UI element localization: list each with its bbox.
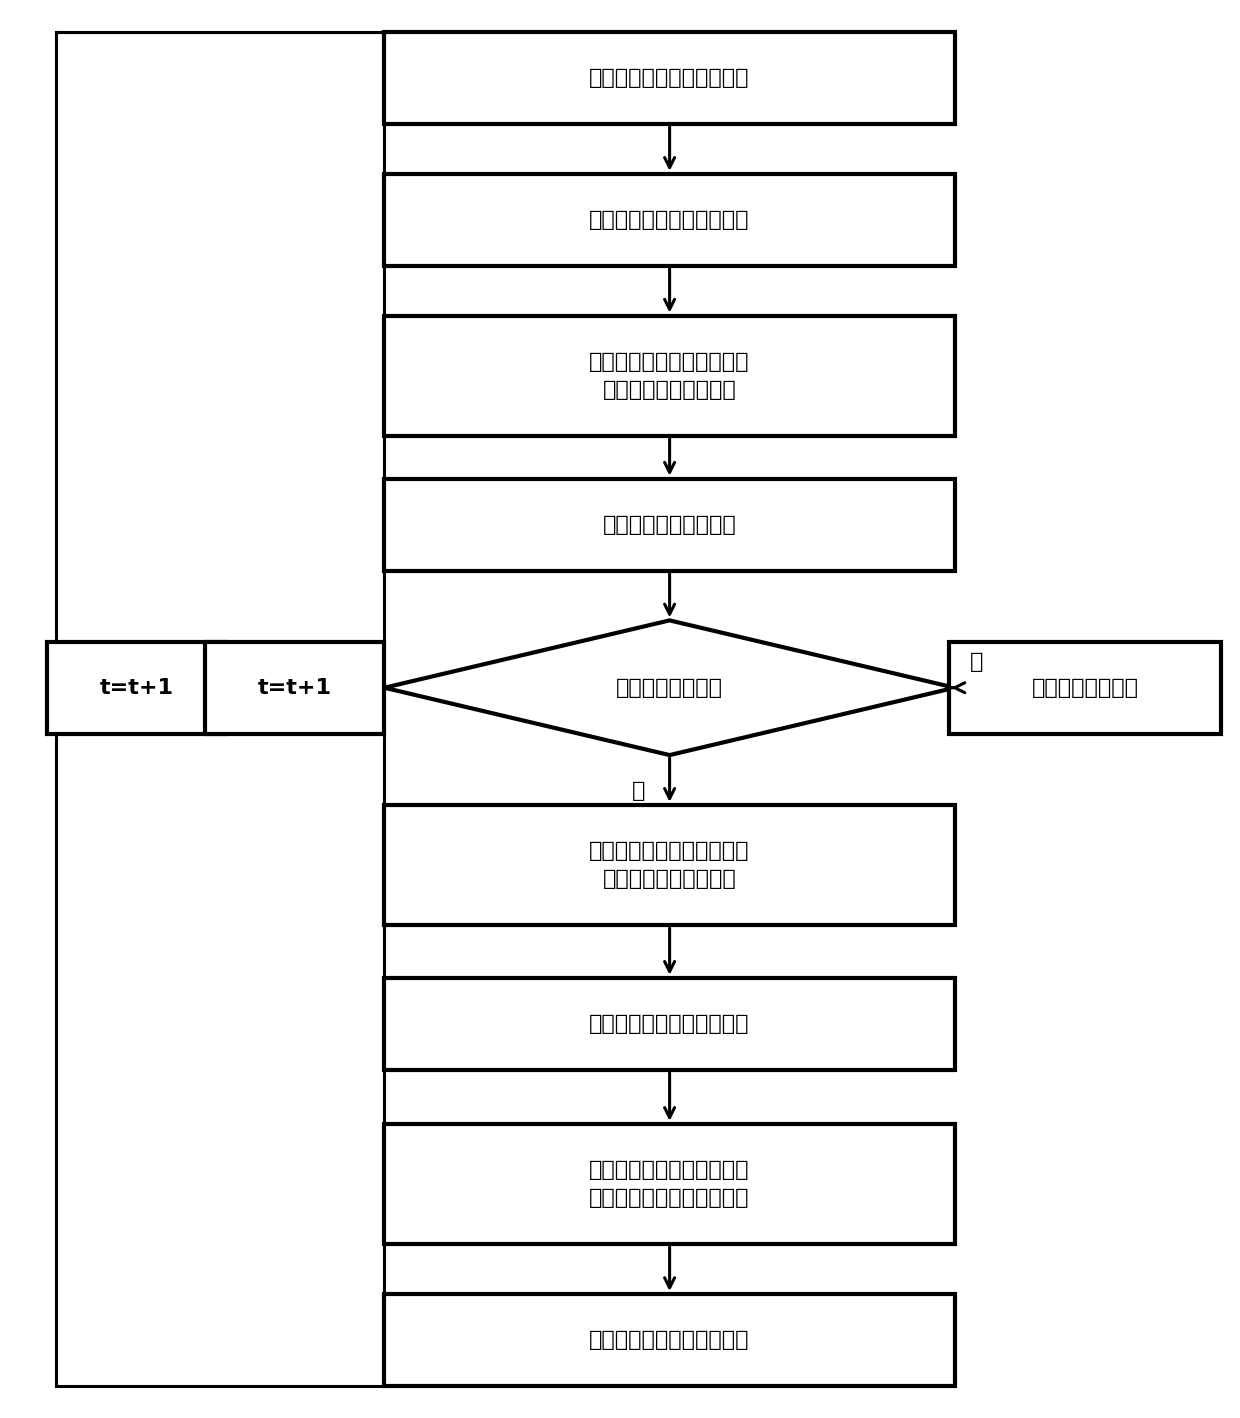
Text: 是: 是 [970,652,983,672]
Text: 优化种群中的几何尺寸个体: 优化种群中的几何尺寸个体 [589,1330,750,1350]
Text: 选择多组几何尺寸个体进行
变异操作生成变异向量: 选择多组几何尺寸个体进行 变异操作生成变异向量 [589,841,750,889]
Text: 否: 否 [632,780,645,801]
Text: 获得一阶色散曲线和二阶色
散曲线的特征频率向量: 获得一阶色散曲线和二阶色 散曲线的特征频率向量 [589,352,750,400]
Text: t=t+1: t=t+1 [258,678,331,698]
FancyBboxPatch shape [384,478,955,570]
Text: 建立有限元模型并仿真计算: 建立有限元模型并仿真计算 [589,210,750,230]
FancyBboxPatch shape [205,641,384,735]
FancyBboxPatch shape [949,641,1221,735]
Polygon shape [384,621,955,754]
Text: 计算第一振动带隙宽度: 计算第一振动带隙宽度 [603,515,737,535]
FancyBboxPatch shape [384,804,955,925]
Text: 是否满足终止条件: 是否满足终止条件 [616,678,723,698]
Text: 对变异向量进行排序和变更: 对变异向量进行排序和变更 [589,1014,750,1034]
Text: 初始化结构尺寸和算法参数: 初始化结构尺寸和算法参数 [589,68,750,88]
FancyBboxPatch shape [384,174,955,267]
FancyBboxPatch shape [384,1123,955,1245]
FancyBboxPatch shape [384,978,955,1069]
Text: 获得最优结构尺寸: 获得最优结构尺寸 [1032,678,1138,698]
FancyBboxPatch shape [47,641,226,735]
FancyBboxPatch shape [384,316,955,437]
FancyBboxPatch shape [384,1293,955,1387]
Text: t=t+1: t=t+1 [99,678,174,698]
FancyBboxPatch shape [384,31,955,125]
Text: 选择多组几何尺寸个体进行
交叉操作获得几何尺寸个体: 选择多组几何尺寸个体进行 交叉操作获得几何尺寸个体 [589,1160,750,1208]
